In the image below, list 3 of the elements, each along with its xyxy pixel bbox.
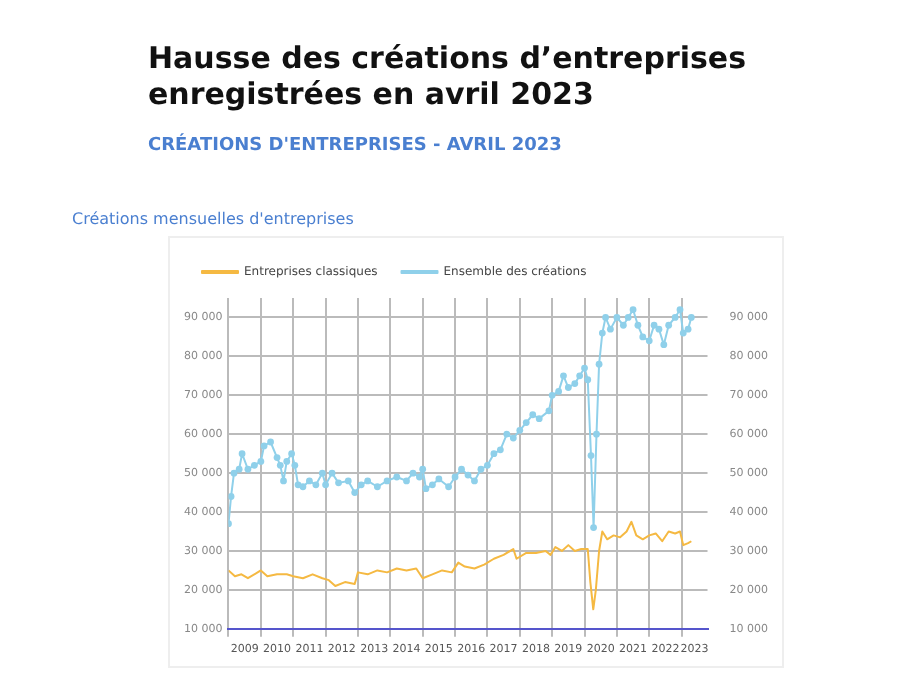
text: Créations mensuelles d'entreprises (72, 210, 354, 228)
chart-subtitle: CRÉATIONS D'ENTREPRISES - AVRIL 2023 (148, 136, 562, 156)
chart-title: Hausse des créations d’entreprises enregistrées en avril 2023 (148, 40, 749, 112)
